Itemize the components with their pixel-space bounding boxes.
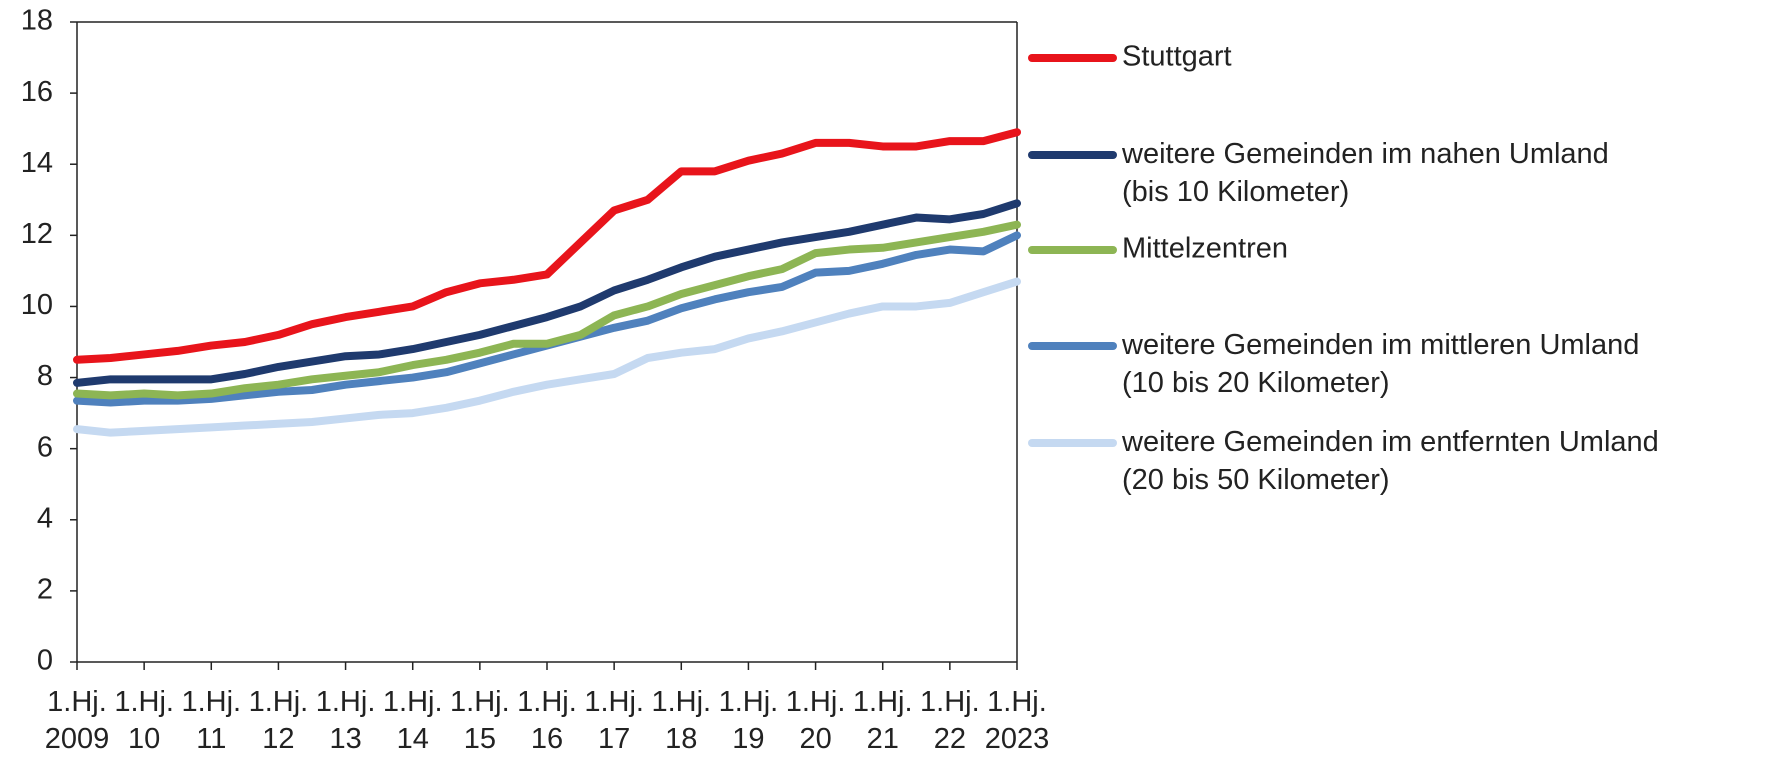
series-line [73,199,1021,387]
y-tick-label: 8 [37,360,53,392]
legend-label: weitere Gemeinden im entfernten Umland (2… [1121,426,1659,496]
legend-label: Mittelzentren [1122,233,1288,265]
series-line [73,277,1021,437]
x-tick-label: 1.Hj. 17 [584,686,644,755]
x-tick-label: 1.Hj. 18 [651,686,711,755]
y-tick-label: 2 [37,574,53,606]
x-tick-label: 1.Hj. 10 [114,686,174,755]
y-tick-label: 6 [37,431,53,463]
x-tick-label: 1.Hj. 14 [383,686,443,755]
x-tick-label: 1.Hj. 19 [719,686,779,755]
x-tick-label: 1.Hj. 22 [920,686,980,755]
x-tick-label: 1.Hj. 11 [181,686,241,755]
legend-label: Stuttgart [1122,41,1232,73]
y-tick-label: 4 [37,502,53,534]
x-tick-label: 1.Hj. 13 [316,686,376,755]
x-tick-label: 1.Hj. 21 [853,686,913,755]
series-line [73,128,1021,364]
x-tick-label: 1.Hj. 15 [450,686,510,755]
x-tick-label: 1.Hj. 2023 [985,686,1050,755]
x-tick-label: 1.Hj. 16 [517,686,577,755]
x-tick-label: 1.Hj. 20 [786,686,846,755]
x-tick-label: 1.Hj. 12 [249,686,309,755]
y-tick-label: 0 [37,645,53,677]
y-tick-label: 14 [21,147,53,179]
legend-label: weitere Gemeinden im nahen Umland (bis 10… [1121,138,1609,208]
y-tick-label: 16 [21,76,53,108]
legend-label: weitere Gemeinden im mittleren Umland (10… [1121,329,1639,399]
series-line [73,220,1021,400]
y-tick-label: 10 [21,289,53,321]
y-tick-label: 12 [21,218,53,250]
y-tick-label: 18 [21,5,53,37]
x-tick-label: 1.Hj. 2009 [45,686,110,755]
